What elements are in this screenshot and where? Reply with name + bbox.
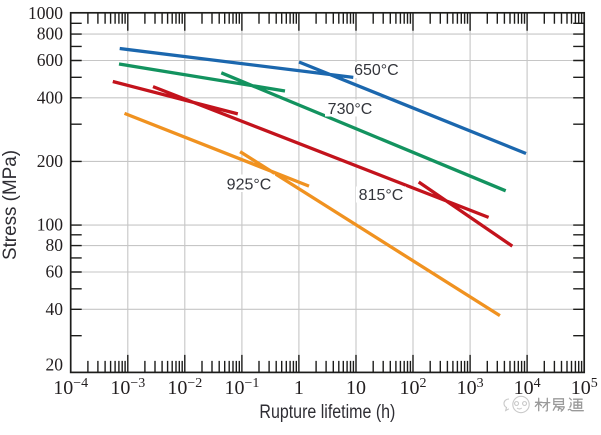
svg-text:100: 100 — [37, 215, 64, 235]
svg-text:Stress (MPa): Stress (MPa) — [0, 150, 21, 260]
svg-text:800: 800 — [37, 24, 64, 44]
svg-text:400: 400 — [37, 87, 64, 107]
svg-text:925°C: 925°C — [227, 176, 272, 193]
svg-text:650°C: 650°C — [354, 62, 399, 79]
svg-text:60: 60 — [46, 262, 64, 282]
svg-text:1: 1 — [294, 377, 304, 399]
svg-text:200: 200 — [37, 151, 64, 171]
svg-text:Rupture lifetime (h): Rupture lifetime (h) — [259, 402, 395, 423]
svg-text:80: 80 — [46, 235, 64, 255]
svg-text:730°C: 730°C — [328, 101, 373, 118]
svg-text:815°C: 815°C — [359, 187, 404, 204]
svg-text:40: 40 — [46, 299, 64, 319]
svg-text:10: 10 — [346, 377, 366, 399]
svg-text:20: 20 — [46, 354, 64, 374]
svg-text:1000: 1000 — [28, 3, 63, 23]
svg-text:600: 600 — [37, 50, 64, 70]
